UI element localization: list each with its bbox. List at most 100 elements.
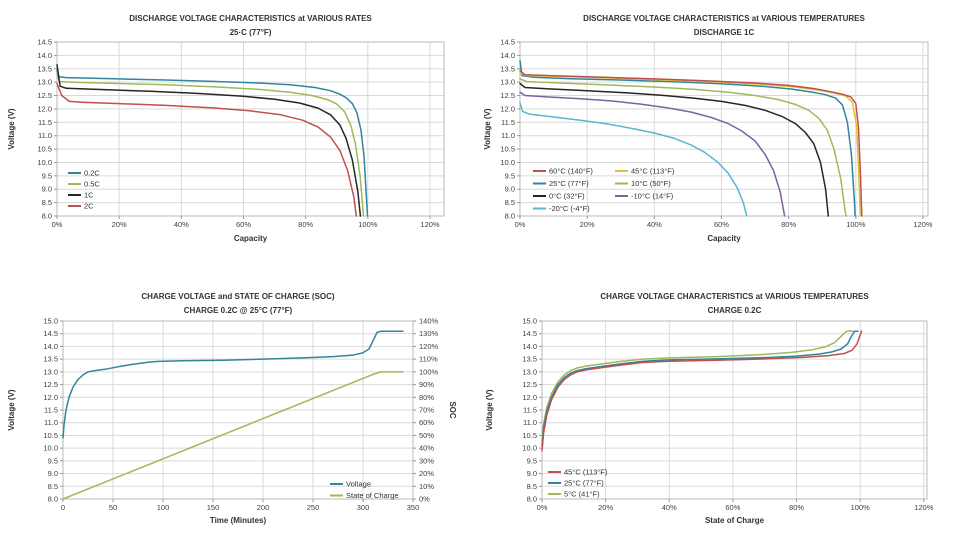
- svg-text:0: 0: [61, 503, 65, 512]
- svg-text:120%: 120%: [419, 342, 439, 351]
- svg-text:40%: 40%: [419, 444, 434, 453]
- chart-discharge-temperatures: 14.5 14.0 13.5 13.0 12.5 12.0 11.5 11.0 10.5 10.0…: [483, 14, 933, 243]
- svg-text:60%: 60%: [714, 220, 729, 229]
- svg-text:150: 150: [207, 503, 220, 512]
- chart-panel-charge-temperatures: 15.0 14.5 14.0 13.5 13.0 12.5 12.0 11.5 11.0 10.5…: [480, 268, 960, 537]
- svg-text:8.5: 8.5: [42, 198, 52, 207]
- svg-text:14.5: 14.5: [500, 38, 515, 47]
- svg-text:60%: 60%: [236, 220, 251, 229]
- svg-text:10.5: 10.5: [43, 431, 58, 440]
- svg-text:CHARGE 0.2C @ 25°C (77°F): CHARGE 0.2C @ 25°C (77°F): [184, 306, 293, 315]
- svg-text:9.5: 9.5: [42, 171, 52, 180]
- svg-text:0%: 0%: [52, 220, 63, 229]
- svg-text:13.0: 13.0: [37, 78, 52, 87]
- svg-text:9.5: 9.5: [505, 171, 515, 180]
- svg-text:12.0: 12.0: [500, 104, 515, 113]
- svg-text:8.5: 8.5: [505, 198, 515, 207]
- svg-text:0%: 0%: [515, 220, 526, 229]
- svg-text:DISCHARGE VOLTAGE CHARACTERIST: DISCHARGE VOLTAGE CHARACTERISTICS at VAR…: [129, 14, 372, 23]
- svg-text:2C: 2C: [84, 202, 94, 211]
- svg-text:30%: 30%: [419, 456, 434, 465]
- svg-text:100%: 100%: [851, 503, 871, 512]
- svg-text:40%: 40%: [647, 220, 662, 229]
- svg-text:SOC: SOC: [448, 401, 457, 419]
- svg-text:10%: 10%: [419, 482, 434, 491]
- svg-text:13.0: 13.0: [500, 78, 515, 87]
- svg-text:120%: 120%: [914, 503, 934, 512]
- svg-text:CHARGE VOLTAGE CHARACTERISTICS: CHARGE VOLTAGE CHARACTERISTICS at VARIOU…: [600, 292, 869, 301]
- svg-text:25·C (77°F): 25·C (77°F): [230, 28, 272, 37]
- svg-text:25°C (77°F): 25°C (77°F): [564, 479, 604, 488]
- svg-text:11.0: 11.0: [501, 131, 515, 140]
- svg-text:0°C (32°F): 0°C (32°F): [549, 192, 585, 201]
- svg-text:14.5: 14.5: [522, 329, 537, 338]
- svg-text:13.0: 13.0: [522, 367, 537, 376]
- svg-text:CHARGE VOLTAGE and STATE OF CH: CHARGE VOLTAGE and STATE OF CHARGE (SOC): [141, 292, 335, 301]
- svg-text:9.5: 9.5: [48, 456, 58, 465]
- svg-text:10.0: 10.0: [522, 444, 537, 453]
- svg-text:-10°C (14°F): -10°C (14°F): [631, 192, 674, 201]
- svg-text:80%: 80%: [298, 220, 313, 229]
- svg-text:15.0: 15.0: [522, 317, 537, 326]
- svg-text:140%: 140%: [419, 317, 439, 326]
- svg-text:20%: 20%: [580, 220, 595, 229]
- svg-text:40%: 40%: [662, 503, 677, 512]
- svg-text:Voltage (V): Voltage (V): [485, 389, 494, 431]
- svg-text:0.5C: 0.5C: [84, 180, 100, 189]
- svg-text:12.5: 12.5: [43, 380, 58, 389]
- svg-text:8.0: 8.0: [42, 212, 52, 221]
- svg-text:80%: 80%: [789, 503, 804, 512]
- svg-text:11.5: 11.5: [501, 118, 515, 127]
- svg-text:DISCHARGE 1C: DISCHARGE 1C: [694, 28, 755, 37]
- svg-text:13.5: 13.5: [500, 64, 515, 73]
- svg-text:11.0: 11.0: [523, 418, 537, 427]
- svg-text:80%: 80%: [419, 393, 434, 402]
- svg-text:350: 350: [407, 503, 420, 512]
- svg-text:100%: 100%: [846, 220, 866, 229]
- svg-text:50: 50: [109, 503, 117, 512]
- svg-text:20%: 20%: [419, 469, 434, 478]
- svg-text:Voltage (V): Voltage (V): [7, 108, 16, 150]
- svg-text:10.0: 10.0: [43, 444, 58, 453]
- svg-text:15.0: 15.0: [43, 317, 58, 326]
- svg-text:60%: 60%: [419, 418, 434, 427]
- svg-text:13.5: 13.5: [43, 355, 58, 364]
- svg-text:13.5: 13.5: [37, 64, 52, 73]
- svg-text:12.0: 12.0: [37, 104, 52, 113]
- svg-text:10.5: 10.5: [500, 145, 515, 154]
- svg-text:80%: 80%: [781, 220, 796, 229]
- svg-text:5°C (41°F): 5°C (41°F): [564, 490, 600, 499]
- svg-text:100: 100: [157, 503, 170, 512]
- svg-text:120%: 120%: [913, 220, 933, 229]
- svg-text:60%: 60%: [725, 503, 740, 512]
- svg-text:250: 250: [307, 503, 320, 512]
- svg-text:13.5: 13.5: [522, 355, 537, 364]
- svg-text:10.5: 10.5: [37, 145, 52, 154]
- svg-text:Capacity: Capacity: [707, 234, 741, 243]
- svg-text:100%: 100%: [419, 367, 439, 376]
- svg-text:14.0: 14.0: [43, 342, 58, 351]
- svg-text:State of Charge: State of Charge: [346, 491, 399, 500]
- svg-text:Capacity: Capacity: [234, 234, 268, 243]
- svg-text:14.5: 14.5: [43, 329, 58, 338]
- svg-text:45°C (113°F): 45°C (113°F): [564, 468, 608, 477]
- svg-text:11.5: 11.5: [523, 406, 537, 415]
- svg-text:1C: 1C: [84, 191, 94, 200]
- svg-text:Voltage (V): Voltage (V): [7, 389, 16, 431]
- svg-text:8.0: 8.0: [48, 495, 58, 504]
- svg-text:9.0: 9.0: [527, 469, 537, 478]
- svg-text:9.0: 9.0: [48, 469, 58, 478]
- svg-text:12.5: 12.5: [522, 380, 537, 389]
- svg-text:13.0: 13.0: [43, 367, 58, 376]
- svg-text:14.0: 14.0: [522, 342, 537, 351]
- svg-text:120%: 120%: [420, 220, 440, 229]
- svg-text:-20°C (-4°F): -20°C (-4°F): [549, 204, 590, 213]
- svg-text:12.0: 12.0: [43, 393, 58, 402]
- chart-panel-discharge-rates: 14.5 14.0 13.5 13.0 12.5 12.0 11.5 11.0 10.5 10.0…: [0, 0, 480, 268]
- svg-text:12.5: 12.5: [37, 91, 52, 100]
- svg-text:11.0: 11.0: [44, 418, 58, 427]
- svg-text:60°C (140°F): 60°C (140°F): [549, 167, 593, 176]
- svg-text:10.0: 10.0: [500, 158, 515, 167]
- chart-discharge-rates: 14.5 14.0 13.5 13.0 12.5 12.0 11.5 11.0 10.5 10.0…: [7, 14, 445, 243]
